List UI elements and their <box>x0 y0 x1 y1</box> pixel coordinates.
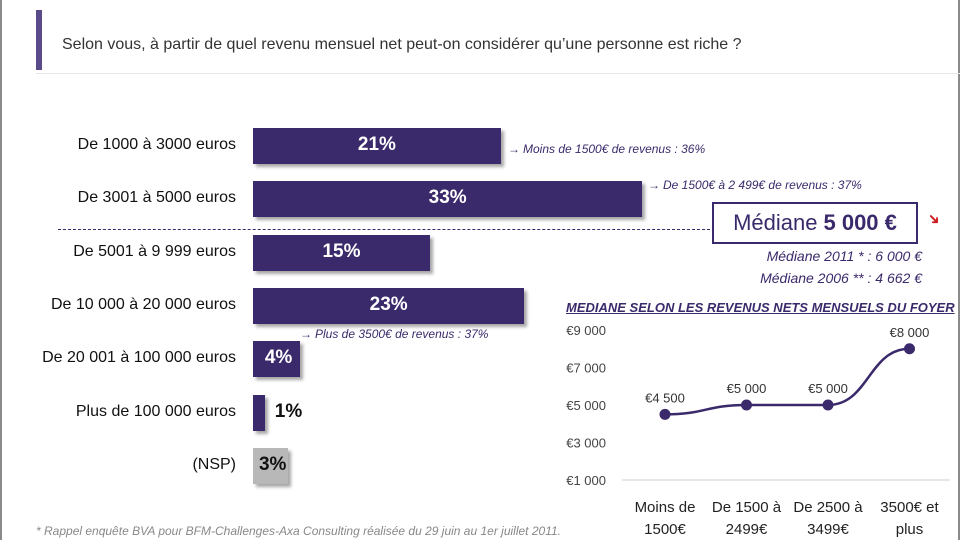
note-mid-income-text: De 1500€ à 2 499€ de revenus : 37% <box>663 178 862 192</box>
data-label: €5 000 <box>808 381 848 396</box>
note-low-income: → Moins de 1500€ de revenus : 36% <box>508 142 705 156</box>
bar <box>253 394 265 431</box>
category-label: De 5001 à 9 999 euros <box>73 242 236 260</box>
data-point <box>904 343 915 355</box>
y-tick-label: €9 000 <box>566 323 606 338</box>
x-tick-label: 3499€ <box>807 521 849 538</box>
data-label: €8 000 <box>890 325 930 340</box>
median-box: Médiane 5 000 € <box>712 202 918 244</box>
x-tick-label: 3500€ et <box>880 499 939 516</box>
median-label: Médiane <box>733 210 818 235</box>
median-value: 5 000 € <box>823 210 897 235</box>
median-2011: Médiane 2011 * : 6 000 € <box>766 248 922 264</box>
bar-value-label: 33% <box>428 187 467 209</box>
x-tick-label: 1500€ <box>644 521 686 538</box>
data-label: €5 000 <box>727 381 767 396</box>
note-mid-income: → De 1500€ à 2 499€ de revenus : 37% <box>648 178 862 192</box>
category-label: De 1000 à 3000 euros <box>77 136 236 153</box>
bar <box>253 341 301 378</box>
data-label: €4 500 <box>645 390 685 405</box>
bar <box>253 447 289 484</box>
line-chart-title: MEDIANE SELON LES REVENUS NETS MENSUELS … <box>566 300 955 315</box>
footnote: * Rappel enquête BVA pour BFM-Challenges… <box>36 524 561 538</box>
bar <box>253 181 643 218</box>
category-label: De 20 001 à 100 000 euros <box>42 349 236 367</box>
median-dashed-line <box>58 229 710 230</box>
down-arrow-icon: ➜ <box>923 208 945 230</box>
series-line <box>664 347 910 416</box>
note-low-income-text: Moins de 1500€ de revenus : 36% <box>523 142 706 156</box>
median-2006: Médiane 2006 ** : 4 662 € <box>760 270 922 286</box>
bar <box>253 287 525 324</box>
y-tick-label: €1 000 <box>566 473 606 488</box>
bar <box>253 128 501 164</box>
x-tick-label: De 1500 à <box>712 499 782 516</box>
footnote-text: * Rappel enquête BVA pour BFM-Challenges… <box>36 524 561 538</box>
title-divider <box>36 73 960 74</box>
bar-value-label: 1% <box>274 400 303 422</box>
data-point <box>741 399 752 411</box>
bar-value-label: 15% <box>322 240 361 262</box>
line-chart: €1 000 €3 000 €5 000 €7 000 €9 000 €4 500 Moin… <box>566 323 950 538</box>
data-point <box>659 408 671 420</box>
x-tick-label: plus <box>896 521 924 538</box>
x-tick-label: Moins de <box>635 499 696 516</box>
category-label: De 10 000 à 20 000 euros <box>50 295 236 313</box>
note-high-income: → Plus de 3500€ de revenus : 37% <box>300 327 488 341</box>
bar-value-label: 4% <box>264 347 293 369</box>
y-tick-label: €3 000 <box>566 436 606 451</box>
bar-value-label: 23% <box>369 293 408 315</box>
category-label: (NSP) <box>192 455 236 473</box>
bar <box>253 234 430 271</box>
note-high-income-text: Plus de 3500€ de revenus : 37% <box>315 327 489 341</box>
category-label: De 3001 à 5000 euros <box>77 189 236 207</box>
arrow-icon: → <box>648 178 660 192</box>
title-accent-bar <box>36 10 42 70</box>
y-tick-label: €5 000 <box>566 398 606 413</box>
left-border <box>0 0 2 540</box>
page-title: Selon vous, à partir de quel revenu mens… <box>62 36 742 53</box>
right-border <box>958 0 960 540</box>
y-tick-label: €7 000 <box>566 361 606 376</box>
x-tick-label: De 2500 à <box>793 499 863 516</box>
arrow-icon: → <box>508 142 520 156</box>
bar-value-label: 3% <box>258 453 287 475</box>
arrow-icon: → <box>300 327 312 341</box>
data-point <box>822 399 834 411</box>
x-tick-label: 2499€ <box>726 521 768 538</box>
bar-value-label: 21% <box>357 134 396 155</box>
category-label: Plus de 100 000 euros <box>75 402 236 420</box>
